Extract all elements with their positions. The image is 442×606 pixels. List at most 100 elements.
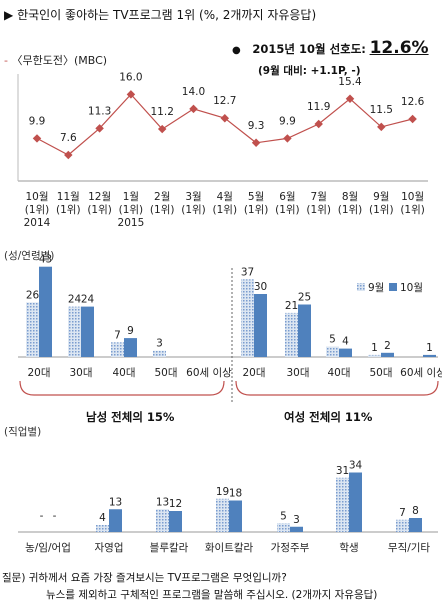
data-point: [251, 138, 261, 148]
x-tick-label: 60세 이상: [186, 367, 232, 379]
bar-october: [229, 500, 242, 532]
bar-label: 34: [349, 460, 363, 472]
bar-september: [96, 525, 109, 532]
x-tick-label: (1위): [213, 203, 238, 216]
preference-label: 2015년 10월 선호도:: [252, 42, 366, 56]
bar-label: 7: [399, 507, 406, 519]
bar-label: -: [53, 510, 57, 522]
bar-label: 25: [298, 292, 311, 304]
x-tick-label: 12월: [88, 191, 111, 203]
x-tick-label: (1위): [150, 203, 175, 216]
bar-label: 26: [26, 289, 40, 301]
data-point: [189, 104, 198, 114]
male-total-caption: 남성 전체의 15%: [86, 410, 175, 424]
x-tick-label: 2014: [24, 217, 51, 229]
bar-label: 21: [285, 300, 298, 312]
x-tick-label: 블루칼라: [150, 541, 189, 554]
bar-september: [368, 354, 381, 357]
data-point: [220, 113, 230, 123]
x-tick-label: 50대: [369, 367, 392, 379]
x-tick-label: (1위): [400, 203, 425, 216]
x-tick-label: 2월: [154, 191, 170, 203]
data-label: 9.9: [29, 115, 46, 127]
x-tick-label: 7월: [311, 191, 327, 203]
legend-swatch-september: [357, 283, 365, 291]
group-bracket: [19, 380, 225, 396]
x-tick-label: 9월: [373, 191, 389, 203]
bar-october: [109, 509, 122, 532]
bar-september: [111, 342, 124, 357]
x-tick-label: 6월: [279, 191, 295, 203]
data-point: [408, 114, 417, 124]
bar-october: [298, 304, 311, 357]
x-tick-label: 가정주부: [271, 542, 310, 554]
data-label: 12.6: [401, 96, 425, 108]
bar-september: [326, 346, 339, 357]
group-bracket: [235, 380, 439, 396]
x-tick-label: 50대: [154, 367, 177, 379]
bar-september: [68, 306, 81, 357]
x-tick-label: (1위): [369, 203, 394, 216]
bar-october: [290, 526, 303, 532]
data-point: [377, 122, 386, 132]
legend-swatch-october: [389, 283, 397, 291]
x-tick-label: (1위): [275, 203, 300, 216]
female-total-caption: 여성 전체의 11%: [284, 410, 373, 424]
x-tick-label: 30대: [69, 367, 92, 379]
data-label: 11.9: [307, 101, 330, 113]
question-line-2: 뉴스를 제외하고 구체적인 프로그램을 말씀해 주십시오. (2개까지 자유응답…: [46, 589, 378, 601]
data-point: [157, 124, 167, 134]
bar-september: [156, 509, 169, 532]
preference-value: 12.6%: [369, 38, 429, 58]
bar-october: [124, 338, 137, 357]
bar-september: [277, 523, 290, 532]
x-tick-label: 11월: [57, 191, 80, 203]
bullet-icon: ●: [232, 45, 241, 56]
x-tick-label: 5월: [248, 191, 264, 203]
bar-september: [216, 498, 229, 532]
x-tick-label: (1위): [56, 203, 81, 216]
bar-label: 24: [68, 294, 82, 306]
x-tick-label: 학생: [339, 542, 358, 554]
bar-october: [81, 306, 94, 357]
bar-label: 7: [114, 329, 121, 341]
bar-label: 1: [426, 342, 433, 354]
bar-october: [254, 294, 267, 357]
bar-october: [381, 352, 394, 357]
data-point: [126, 90, 136, 99]
x-tick-label: 1월: [123, 191, 139, 203]
bar-september: [26, 302, 39, 357]
x-tick-label: 10월: [25, 191, 48, 203]
bar-label: 19: [216, 486, 229, 498]
x-tick-label: (1위): [87, 203, 112, 216]
page-subtitle: (%, 2개까지 자유응답): [199, 8, 317, 22]
bar-label: 3: [293, 514, 300, 526]
bar-label: 5: [280, 510, 287, 522]
header: ▶ 한국인이 좋아하는 TV프로그램 1위 (%, 2개까지 자유응답): [4, 6, 316, 23]
line-legend-dash: -: [4, 54, 8, 67]
bar-label: 1: [371, 342, 378, 354]
x-tick-label: 화이트칼라: [205, 541, 254, 554]
data-label: 16.0: [119, 71, 142, 83]
data-label: 15.4: [338, 76, 362, 88]
bar-label: -: [40, 510, 44, 522]
bar-october: [423, 354, 436, 357]
line-legend-label: 〈무한도전〉(MBC): [11, 54, 108, 67]
x-tick-label: (1위): [25, 203, 50, 216]
legend-label: 9월: [368, 282, 384, 294]
bar-label: 18: [229, 488, 242, 500]
question-line-1: 질문) 귀하께서 요즘 가장 즐겨보시는 TV프로그램은 무엇입니까?: [2, 572, 287, 584]
preference-change: (9월 대비: +1.1P, -): [258, 65, 361, 77]
data-label: 12.7: [213, 95, 236, 107]
age-section-label: (성/연령별): [4, 250, 55, 262]
x-tick-label: 3월: [185, 191, 201, 203]
bar-label: 4: [342, 336, 349, 348]
legend-label: 10월: [400, 282, 423, 294]
x-tick-label: 60세 이상: [400, 367, 442, 379]
data-point: [95, 124, 104, 133]
x-tick-label: 20대: [242, 367, 265, 379]
bar-october: [169, 511, 182, 532]
x-tick-label: 자영업: [95, 541, 124, 554]
line-legend: - 〈무한도전〉(MBC): [4, 52, 107, 68]
